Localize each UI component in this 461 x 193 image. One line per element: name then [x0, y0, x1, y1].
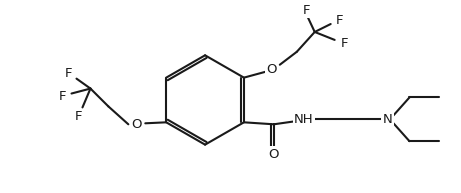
- Text: F: F: [336, 14, 343, 27]
- Text: F: F: [341, 37, 349, 50]
- Text: NH: NH: [294, 113, 313, 126]
- Text: F: F: [59, 90, 66, 103]
- Text: N: N: [383, 113, 392, 126]
- Text: O: O: [266, 63, 277, 76]
- Text: F: F: [65, 67, 72, 80]
- Text: O: O: [131, 118, 142, 131]
- Text: F: F: [75, 110, 82, 123]
- Text: O: O: [269, 148, 279, 161]
- Text: F: F: [303, 4, 311, 17]
